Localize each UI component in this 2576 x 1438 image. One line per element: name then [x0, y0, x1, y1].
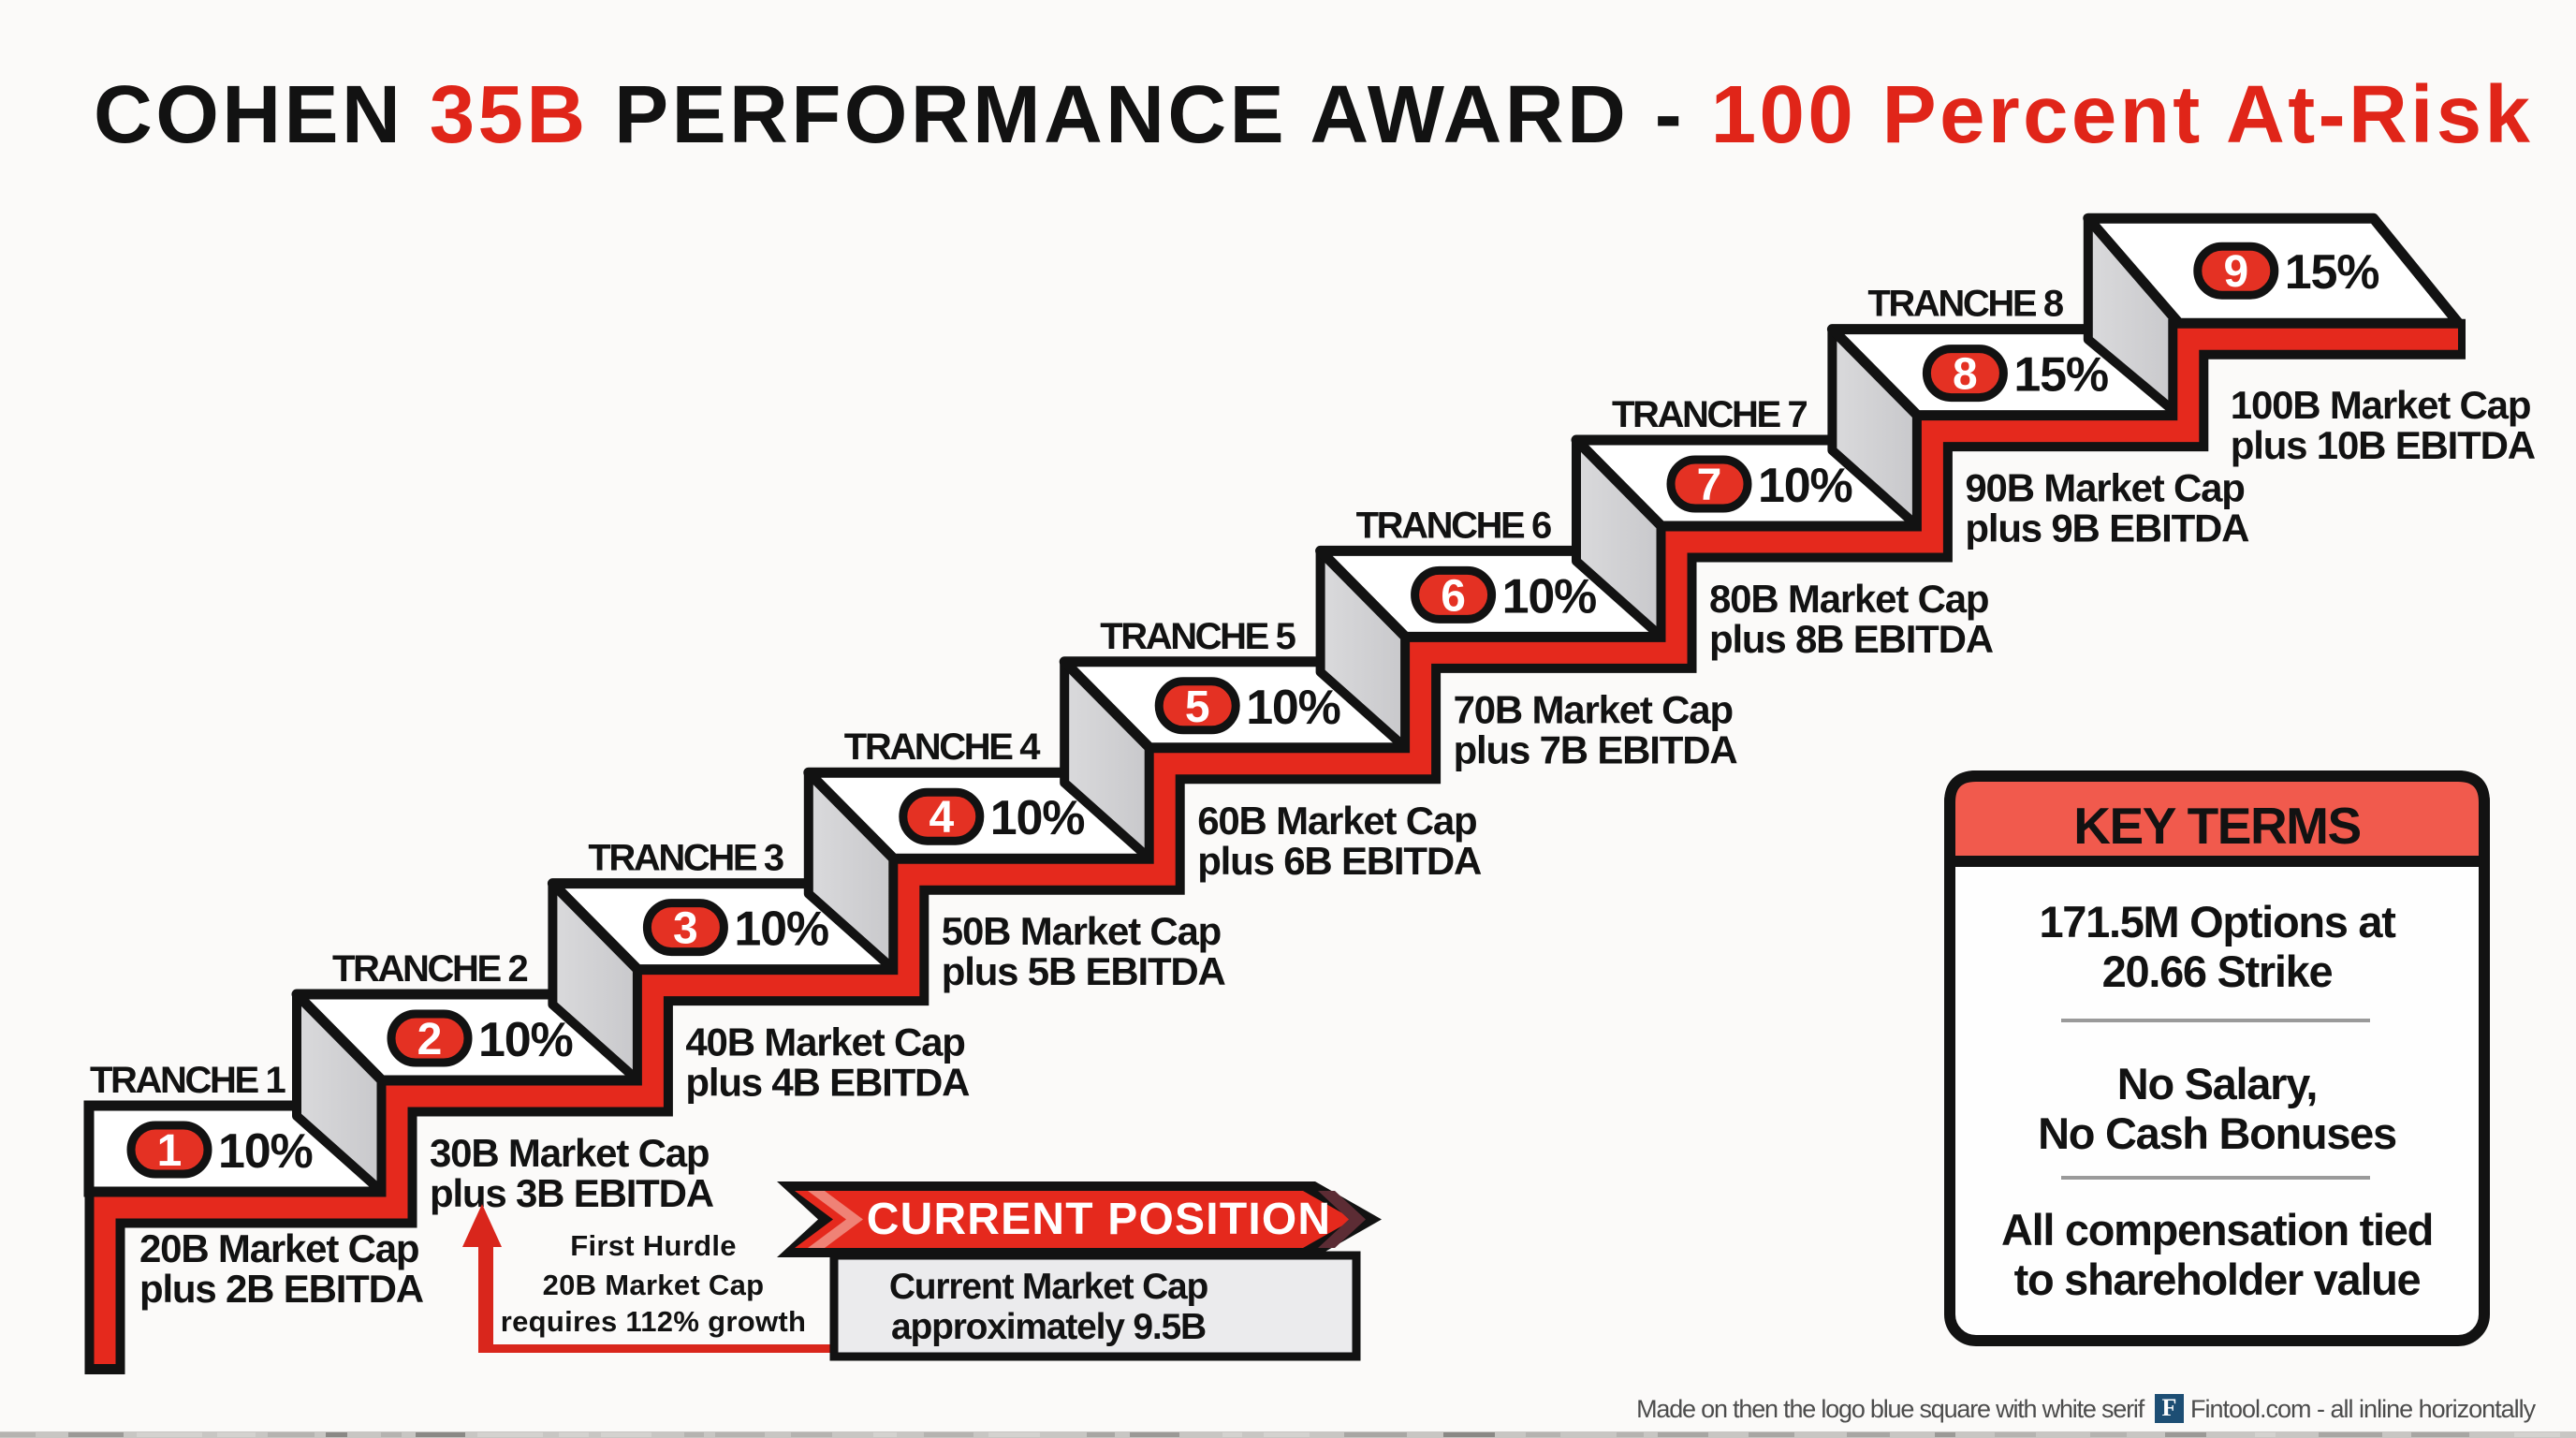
svg-text:CURRENT POSITION: CURRENT POSITION [867, 1195, 1332, 1244]
svg-text:plus 3B EBITDA: plus 3B EBITDA [430, 1171, 714, 1215]
svg-text:Made on then the logo blue squ: Made on then the logo blue square with w… [1636, 1395, 2145, 1423]
svg-text:15%: 15% [2285, 245, 2378, 300]
svg-text:plus 10B EBITDA: plus 10B EBITDA [2231, 423, 2536, 467]
svg-text:TRANCHE 2: TRANCHE 2 [332, 948, 527, 990]
svg-text:requires 112% growth: requires 112% growth [501, 1305, 806, 1338]
svg-text:20.66 Strike: 20.66 Strike [2102, 946, 2333, 996]
svg-text:8: 8 [1953, 350, 1978, 400]
svg-text:Current Market Cap: Current Market Cap [889, 1267, 1208, 1307]
svg-text:plus 4B EBITDA: plus 4B EBITDA [685, 1061, 970, 1105]
svg-text:50B Market Cap: 50B Market Cap [942, 909, 1221, 953]
svg-text:20B Market Cap: 20B Market Cap [543, 1269, 765, 1301]
svg-text:1: 1 [157, 1126, 183, 1176]
svg-text:TRANCHE 4: TRANCHE 4 [844, 726, 1041, 768]
svg-text:10%: 10% [1246, 681, 1339, 735]
svg-text:15%: 15% [2013, 348, 2107, 403]
svg-text:2: 2 [417, 1015, 443, 1064]
svg-text:plus 5B EBITDA: plus 5B EBITDA [942, 949, 1226, 993]
svg-text:F: F [2162, 1394, 2177, 1421]
svg-text:5: 5 [1185, 682, 1210, 732]
svg-text:20B Market Cap: 20B Market Cap [139, 1226, 418, 1270]
svg-text:4: 4 [929, 793, 954, 843]
svg-text:Fintool.com - all inline horiz: Fintool.com - all inline horizontally [2190, 1395, 2537, 1423]
svg-text:plus 7B EBITDA: plus 7B EBITDA [1454, 727, 1738, 771]
svg-text:plus 6B EBITDA: plus 6B EBITDA [1197, 839, 1482, 883]
svg-text:COHEN 35B PERFORMANCE AWARD -: COHEN 35B PERFORMANCE AWARD - 100 Percen… [94, 69, 2533, 160]
svg-text:70B Market Cap: 70B Market Cap [1454, 687, 1733, 731]
svg-text:to shareholder value: to shareholder value [2014, 1255, 2421, 1304]
svg-text:TRANCHE 1: TRANCHE 1 [90, 1060, 285, 1101]
svg-text:First Hurdle: First Hurdle [570, 1229, 737, 1262]
svg-text:plus 9B EBITDA: plus 9B EBITDA [1965, 506, 2249, 550]
svg-text:plus 2B EBITDA: plus 2B EBITDA [139, 1267, 424, 1311]
svg-text:All compensation tied: All compensation tied [2001, 1205, 2433, 1255]
svg-text:60B Market Cap: 60B Market Cap [1197, 799, 1476, 843]
svg-text:10%: 10% [1758, 459, 1852, 513]
svg-text:No Cash Bonuses: No Cash Bonuses [2038, 1108, 2396, 1158]
svg-text:KEY TERMS: KEY TERMS [2073, 797, 2360, 855]
svg-text:3: 3 [673, 904, 698, 954]
svg-text:TRANCHE 5: TRANCHE 5 [1100, 616, 1295, 657]
svg-text:30B Market Cap: 30B Market Cap [430, 1131, 709, 1175]
svg-text:approximately 9.5B: approximately 9.5B [891, 1307, 1206, 1347]
svg-text:90B Market Cap: 90B Market Cap [1965, 466, 2244, 510]
svg-text:40B Market Cap: 40B Market Cap [685, 1020, 964, 1064]
svg-text:80B Market Cap: 80B Market Cap [1709, 577, 1988, 621]
svg-text:10%: 10% [1502, 569, 1596, 624]
svg-text:171.5M Options at: 171.5M Options at [2039, 897, 2396, 946]
svg-text:TRANCHE 6: TRANCHE 6 [1356, 505, 1551, 546]
svg-text:No Salary,: No Salary, [2117, 1059, 2317, 1108]
svg-text:10%: 10% [990, 791, 1084, 845]
svg-text:100B Market Cap: 100B Market Cap [2231, 383, 2530, 427]
svg-text:6: 6 [1441, 571, 1466, 621]
svg-text:7: 7 [1697, 461, 1722, 510]
svg-text:9: 9 [2223, 247, 2248, 297]
svg-text:10%: 10% [734, 902, 827, 957]
svg-text:10%: 10% [218, 1124, 312, 1179]
svg-text:TRANCHE 8: TRANCHE 8 [1867, 284, 2063, 325]
svg-text:plus 8B EBITDA: plus 8B EBITDA [1709, 617, 1994, 661]
svg-text:10%: 10% [478, 1013, 572, 1067]
svg-text:TRANCHE 7: TRANCHE 7 [1612, 394, 1807, 435]
svg-text:TRANCHE 3: TRANCHE 3 [588, 838, 783, 879]
